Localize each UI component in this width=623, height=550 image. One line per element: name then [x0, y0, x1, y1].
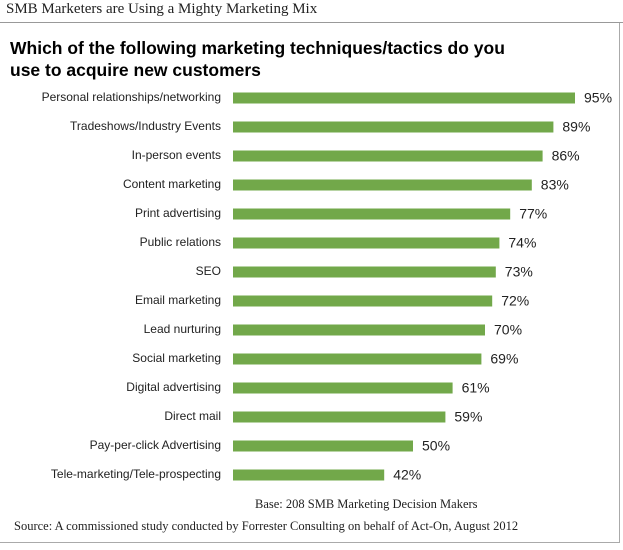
bar [233, 266, 496, 278]
bar [233, 150, 543, 162]
category-label: Lead nurturing [144, 322, 221, 336]
bar [233, 179, 532, 191]
category-label: Print advertising [135, 206, 221, 220]
bar [233, 382, 453, 394]
base-note: Base: 208 SMB Marketing Decision Makers [255, 497, 478, 511]
value-label: 69% [490, 351, 518, 367]
category-label: SEO [196, 264, 221, 278]
bar [233, 440, 413, 452]
header-rule [0, 22, 623, 23]
value-label: 74% [508, 235, 536, 251]
bar [233, 121, 554, 133]
value-label: 70% [494, 322, 522, 338]
value-label: 83% [541, 177, 569, 193]
category-label: Pay-per-click Advertising [90, 438, 221, 452]
bar [233, 324, 485, 336]
value-label: 72% [501, 293, 529, 309]
category-label: Tele-marketing/Tele-prospecting [51, 467, 221, 481]
value-label: 77% [519, 206, 547, 222]
value-label: 95% [584, 90, 612, 106]
frame [0, 23, 620, 543]
category-label: Direct mail [164, 409, 221, 423]
value-label: 73% [505, 264, 533, 280]
category-label: Public relations [140, 235, 221, 249]
value-label: 42% [393, 467, 421, 483]
category-label: In-person events [132, 148, 221, 162]
category-label: Digital advertising [126, 380, 221, 394]
source: Source: A commissioned study conducted b… [14, 519, 519, 533]
chart-title: Which of the following marketing techniq… [10, 38, 505, 80]
bar [233, 353, 482, 365]
value-label: 86% [552, 148, 580, 164]
bar [233, 92, 575, 104]
value-label: 50% [422, 438, 450, 454]
category-label: Email marketing [135, 293, 221, 307]
category-label: Social marketing [132, 351, 221, 365]
header: SMB Marketers are Using a Mighty Marketi… [6, 1, 318, 17]
value-label: 59% [454, 409, 482, 425]
category-label: Content marketing [123, 177, 221, 191]
bar [233, 208, 511, 220]
category-label: Tradeshows/Industry Events [70, 119, 221, 133]
bar [233, 295, 493, 307]
value-label: 61% [462, 380, 490, 396]
bar [233, 411, 446, 423]
value-label: 89% [562, 119, 590, 135]
bar [233, 237, 500, 249]
bar [233, 469, 385, 481]
category-label: Personal relationships/networking [42, 90, 221, 104]
